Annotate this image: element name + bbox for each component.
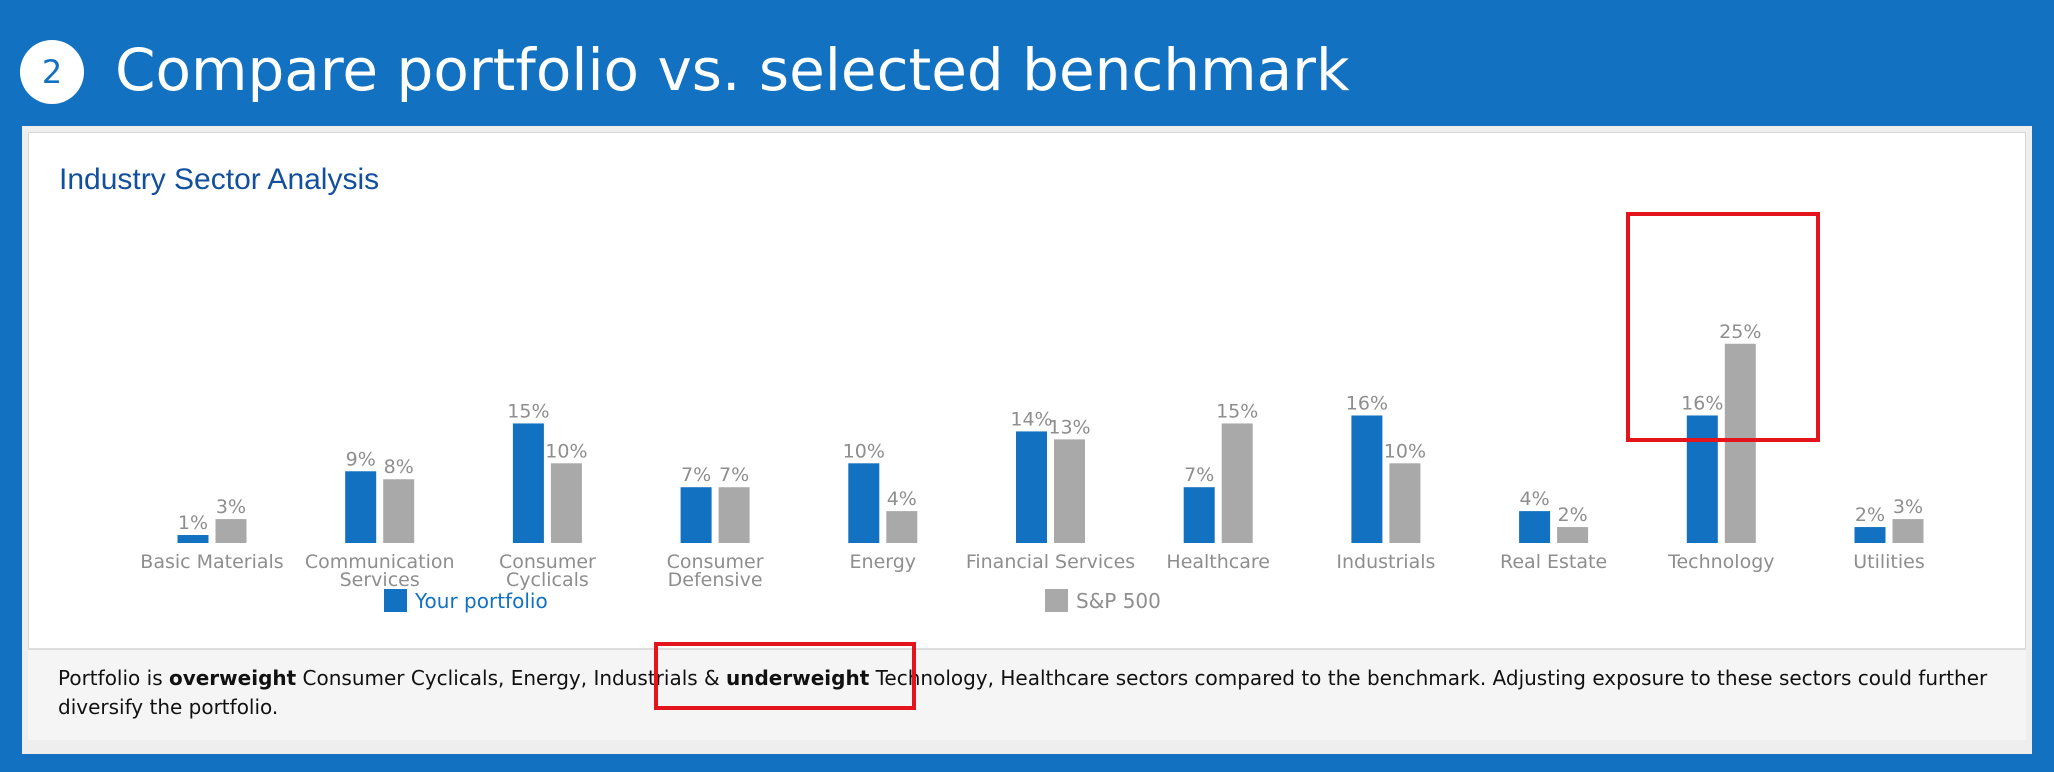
portfolio-bar (345, 471, 377, 543)
benchmark-value-label: 10% (1384, 440, 1426, 462)
portfolio-bar (1183, 487, 1215, 543)
category-label: Energy (850, 551, 917, 573)
portfolio-value-label: 16% (1681, 392, 1723, 414)
benchmark-value-label: 25% (1719, 321, 1761, 343)
portfolio-bar (1016, 431, 1047, 543)
portfolio-bar (680, 487, 712, 543)
summary-bar: Portfolio is overweight Consumer Cyclica… (28, 648, 2026, 740)
benchmark-value-label: 3% (216, 496, 246, 518)
summary-underweight: underweight (726, 666, 870, 690)
benchmark-legend-swatch (1045, 589, 1068, 612)
category-label: Financial Services (966, 551, 1135, 573)
portfolio-value-label: 9% (346, 448, 376, 470)
portfolio-bar (512, 423, 544, 543)
portfolio-legend-swatch (384, 589, 407, 612)
benchmark-bar (1389, 463, 1421, 543)
benchmark-value-label: 8% (384, 456, 414, 478)
portfolio-bar (1686, 415, 1718, 543)
category-label: Defensive (668, 569, 763, 591)
step-number-badge: 2 (20, 40, 84, 104)
benchmark-value-label: 4% (887, 488, 917, 510)
category-label: Cyclicals (506, 569, 589, 591)
benchmark-value-label: 3% (1893, 496, 1923, 518)
portfolio-legend-label: Your portfolio (414, 589, 548, 613)
page-title: Compare portfolio vs. selected benchmark (115, 36, 1350, 104)
benchmark-bar (886, 511, 918, 543)
portfolio-bar (848, 463, 880, 543)
portfolio-value-label: 16% (1346, 392, 1388, 414)
sector-bar-chart: 1% 3% Basic Materials 9% 8% CommunicationServ… (140, 321, 1925, 613)
category-label: Services (340, 569, 420, 591)
portfolio-value-label: 2% (1855, 504, 1885, 526)
benchmark-bar (383, 479, 415, 543)
benchmark-bar (1221, 423, 1253, 543)
category-label: Consumer (499, 551, 596, 573)
category-label: Basic Materials (140, 551, 283, 573)
portfolio-value-label: 7% (1184, 464, 1214, 486)
benchmark-value-label: 10% (545, 440, 587, 462)
analysis-panel: Industry Sector Analysis 1% 3% Basic Mater… (22, 126, 2032, 754)
category-label: Industrials (1336, 551, 1435, 573)
portfolio-value-label: 10% (843, 440, 885, 462)
category-label: Communication (305, 551, 455, 573)
portfolio-bar (1519, 511, 1551, 543)
portfolio-value-label: 4% (1520, 488, 1550, 510)
card-title: Industry Sector Analysis (59, 163, 380, 196)
benchmark-bar (1724, 343, 1756, 543)
benchmark-bar (550, 463, 582, 543)
benchmark-value-label: 7% (719, 464, 749, 486)
portfolio-value-label: 14% (1010, 408, 1052, 430)
summary-overweight: overweight (168, 666, 297, 690)
portfolio-value-label: 7% (681, 464, 711, 486)
benchmark-value-label: 13% (1048, 416, 1090, 438)
summary-text-suffix: Technology, Healthcare sectors compared … (58, 666, 1988, 719)
portfolio-bar (1854, 527, 1886, 543)
page-header: 2 Compare portfolio vs. selected benchma… (0, 0, 2054, 125)
category-label: Consumer (667, 551, 764, 573)
benchmark-bar (215, 519, 247, 543)
benchmark-value-label: 2% (1558, 504, 1588, 526)
category-label: Technology (1667, 551, 1774, 573)
category-label: Healthcare (1166, 551, 1270, 573)
summary-text-middle: Consumer Cyclicals, Energy, Industrials … (296, 666, 727, 690)
benchmark-bar (1892, 519, 1924, 543)
chart-card: Industry Sector Analysis 1% 3% Basic Mater… (28, 132, 2026, 650)
summary-text-prefix: Portfolio is (58, 666, 169, 690)
category-label: Utilities (1853, 551, 1925, 573)
category-label: Real Estate (1500, 551, 1607, 573)
portfolio-value-label: 15% (507, 400, 549, 422)
benchmark-bar (718, 487, 750, 543)
benchmark-bar (1054, 439, 1085, 543)
benchmark-bar (1557, 527, 1589, 543)
portfolio-bar (1351, 415, 1383, 543)
benchmark-legend-label: S&P 500 (1076, 589, 1161, 613)
benchmark-value-label: 15% (1216, 400, 1258, 422)
portfolio-value-label: 1% (178, 512, 208, 534)
portfolio-bar (177, 535, 209, 543)
